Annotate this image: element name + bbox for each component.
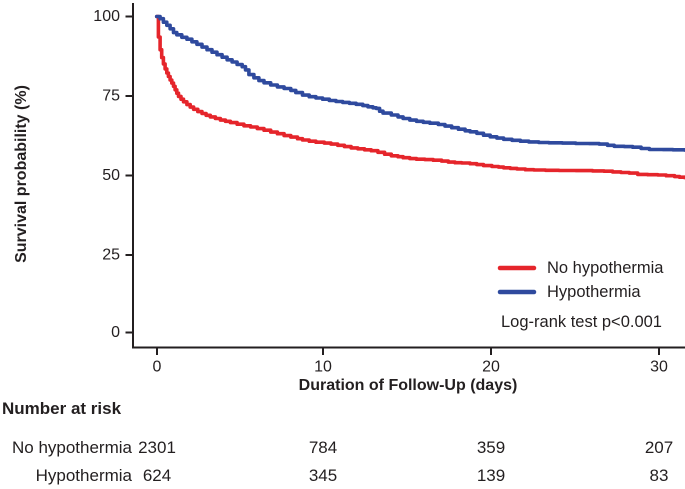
x-axis-title: Duration of Follow-Up (days) (299, 377, 518, 394)
risk-row-label-no-hypothermia: No hypothermia (11, 438, 132, 457)
legend-label-no-hypothermia: No hypothermia (547, 259, 664, 277)
risk-table-title: Number at risk (2, 399, 122, 418)
risk-value: 207 (644, 438, 674, 457)
legend-label-hypothermia: Hypothermia (547, 283, 641, 301)
x-tick-label-30: 30 (650, 359, 668, 376)
legend: No hypothermia Hypothermia Log-rank test… (497, 259, 664, 331)
y-axis-title: Survival probability (%) (13, 85, 30, 263)
survival-curve-no-hypothermia (154, 14, 685, 180)
y-tick-marks (125, 15, 133, 334)
survival-curves (154, 14, 685, 180)
x-tick-label-20: 20 (482, 359, 500, 376)
y-tick-label-25: 25 (102, 247, 120, 264)
x-tick-label-10: 10 (314, 359, 332, 376)
risk-value: 139 (476, 466, 506, 485)
logrank-test-text: Log-rank test p<0.001 (501, 313, 662, 331)
survival-chart: 100 75 50 25 0 0 10 20 30 Survival proba… (13, 3, 685, 394)
y-tick-label-0: 0 (111, 324, 120, 341)
risk-row-label-hypothermia: Hypothermia (35, 466, 132, 485)
y-tick-label-75: 75 (102, 88, 120, 105)
y-tick-label-50: 50 (102, 167, 120, 184)
risk-value: 2301 (138, 438, 176, 457)
risk-value: 784 (308, 438, 338, 457)
risk-value: 83 (649, 466, 669, 485)
survival-curve-hypothermia (154, 14, 685, 152)
risk-value: 624 (142, 466, 172, 485)
x-tick-label-0: 0 (153, 359, 162, 376)
risk-value: 359 (476, 438, 506, 457)
y-tick-label-100: 100 (93, 8, 120, 25)
risk-value: 345 (308, 466, 338, 485)
x-tick-marks (156, 347, 660, 355)
